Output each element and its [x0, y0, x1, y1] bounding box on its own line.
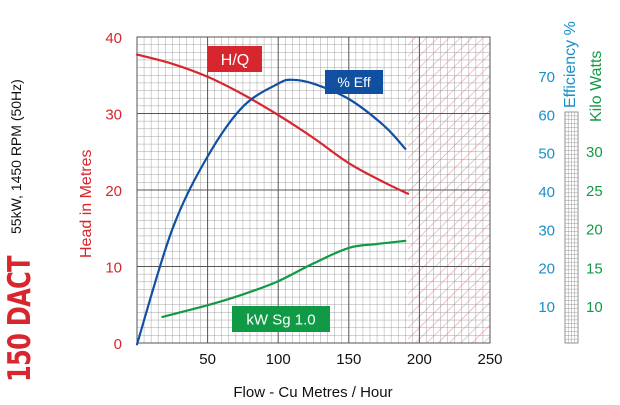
- head-tick-label: 30: [105, 107, 122, 124]
- x-tick-label: 250: [477, 351, 502, 368]
- head-curve: [135, 53, 410, 195]
- head-tick-label: 20: [105, 183, 122, 200]
- power-curve-label-box: [232, 306, 330, 332]
- efficiency-tick-label: 10: [538, 299, 555, 316]
- x-tick-label: 150: [336, 351, 361, 368]
- efficiency-tick-label: 60: [538, 107, 555, 124]
- pump-model-title: 150 DACT 55kW, 1450 RPM (50Hz): [2, 79, 42, 382]
- head-tick-label: 0: [114, 336, 122, 353]
- kw-tick-label: 10: [586, 299, 603, 316]
- kw-axis-title: Kilo Watts: [588, 50, 605, 122]
- head-curve-label: H/Q: [221, 52, 249, 69]
- x-tick-label: 200: [407, 351, 432, 368]
- kw-tick-label: 30: [586, 144, 603, 161]
- efficiency-tick-label: 70: [538, 69, 555, 86]
- power-curve-label: kW Sg 1.0: [246, 311, 315, 328]
- kw-tick-label: 25: [586, 183, 603, 200]
- efficiency-tick-label: 20: [538, 261, 555, 278]
- x-axis-title: Flow - Cu Metres / Hour: [233, 384, 392, 401]
- pump-model-name: 150 DACT: [2, 256, 38, 382]
- kw-tick-label: 15: [586, 260, 603, 277]
- head-tick-label: 40: [105, 30, 122, 47]
- pump-model-spec: 55kW, 1450 RPM (50Hz): [8, 79, 24, 234]
- kw-tick-label: 20: [586, 222, 603, 239]
- x-tick-label: 50: [199, 351, 216, 368]
- x-tick-label: 100: [266, 351, 291, 368]
- efficiency-axis-title: Efficiency %: [562, 21, 579, 108]
- efficiency-tick-label: 40: [538, 184, 555, 201]
- head-tick-label: 10: [105, 260, 122, 277]
- head-curve-label-box: [208, 46, 262, 72]
- plot-frame: [136, 36, 491, 344]
- head-axis-title: Head in Metres: [78, 149, 95, 259]
- efficiency-curve-label-box: [325, 70, 383, 94]
- efficiency-curve: [135, 78, 407, 346]
- efficiency-curve-label: % Eff: [337, 74, 370, 90]
- efficiency-tick-label: 50: [538, 146, 555, 163]
- power-curve: [161, 239, 407, 318]
- efficiency-tick-label: 30: [538, 222, 555, 239]
